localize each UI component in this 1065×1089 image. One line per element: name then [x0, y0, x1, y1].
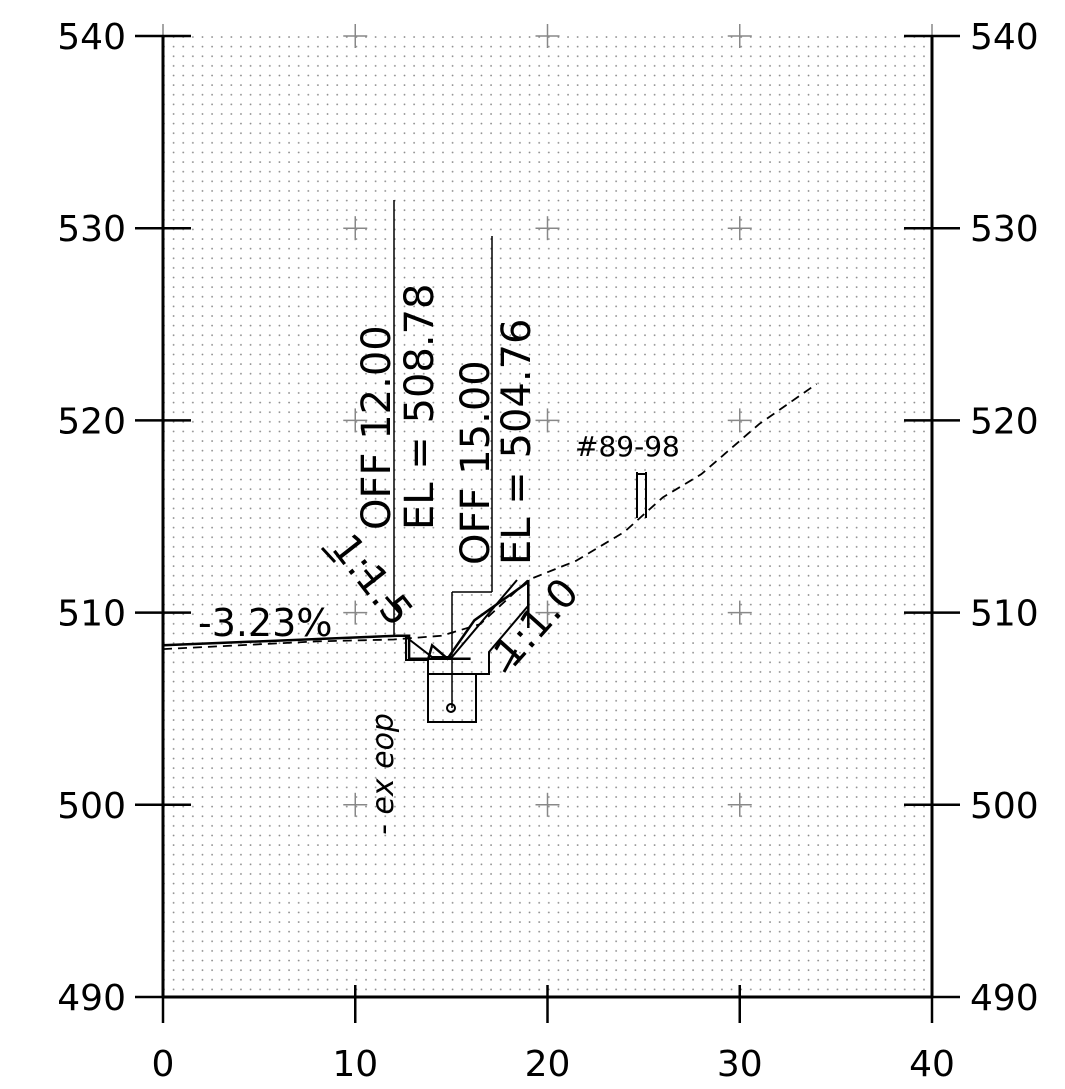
y-tick-label-left-490: 490	[57, 978, 126, 1019]
slope-dashes	[320, 546, 518, 673]
y-tick-label-right-500: 500	[970, 786, 1039, 827]
pipe-box	[427, 673, 477, 723]
y-tick-label-left-520: 520	[57, 401, 126, 442]
well-id-label: #89-98	[575, 430, 680, 463]
grade-label: -3.23%	[198, 601, 332, 645]
plus-mark-2-2	[535, 600, 560, 625]
y-tick-label-left-510: 510	[57, 594, 126, 635]
x-tick-label-10: 10	[332, 1044, 378, 1085]
ex-eop-label: - ex eop	[366, 713, 401, 835]
offset-15-label: OFF 15.00	[453, 360, 499, 565]
pipe-center	[446, 703, 456, 713]
series-solid-line	[162, 579, 530, 661]
y-ticks-left: 490 500 510 520 530 540	[57, 17, 191, 1019]
x-tick-label-0: 0	[152, 1044, 175, 1085]
y-tick-label-right-540: 540	[970, 17, 1039, 58]
slope-dash-2	[363, 569, 377, 583]
offset-reference-lines	[393, 200, 493, 708]
plus-mark-1-5	[343, 24, 368, 48]
y-tick-label-left-530: 530	[57, 209, 126, 250]
ditch-structure	[405, 472, 647, 723]
y-tick-label-right-510: 510	[970, 594, 1039, 635]
x-tick-label-30: 30	[717, 1044, 763, 1085]
y-tick-label-right-530: 530	[970, 209, 1039, 250]
dot-grid	[163, 36, 932, 997]
elevation-12-label: EL = 508.78	[397, 284, 443, 530]
plus-mark-3-5	[727, 24, 752, 48]
x-ticks: 0 10 20 30 40	[152, 985, 955, 1085]
y-tick-label-left-540: 540	[57, 17, 126, 58]
plus-mark-3-1	[727, 792, 752, 817]
plus-mark-1-2	[343, 600, 368, 625]
plus-mark-1-4	[343, 216, 368, 241]
y-ticks-right: 490 500 510 520 530 540	[904, 17, 1039, 1019]
plus-mark-1-3	[343, 408, 368, 433]
plus-mark-1-1	[343, 792, 368, 817]
offset-12-label: OFF 12.00	[354, 325, 400, 530]
series-dashed-line	[162, 383, 818, 650]
plus-mark-2-5	[535, 24, 560, 48]
slope-dash-1	[320, 546, 337, 564]
plus-mark-3-2	[727, 600, 752, 625]
y-tick-label-right-490: 490	[970, 978, 1039, 1019]
plus-mark-3-4	[727, 216, 752, 241]
y-tick-label-left-500: 500	[57, 786, 126, 827]
x-tick-label-40: 40	[909, 1044, 955, 1085]
slope-dash-4	[502, 649, 518, 673]
plus-mark-2-1	[535, 792, 560, 817]
plus-mark-2-3	[535, 408, 560, 433]
elevation-15-label: EL = 504.76	[494, 319, 540, 565]
y-tick-label-right-520: 520	[970, 401, 1039, 442]
series-layer	[162, 383, 818, 661]
plus-mark-2-4	[535, 216, 560, 241]
ditch-inner	[405, 579, 518, 658]
slope-dash-3	[384, 596, 402, 614]
x-tick-label-20: 20	[525, 1044, 571, 1085]
plus-mark-3-3	[727, 408, 752, 433]
